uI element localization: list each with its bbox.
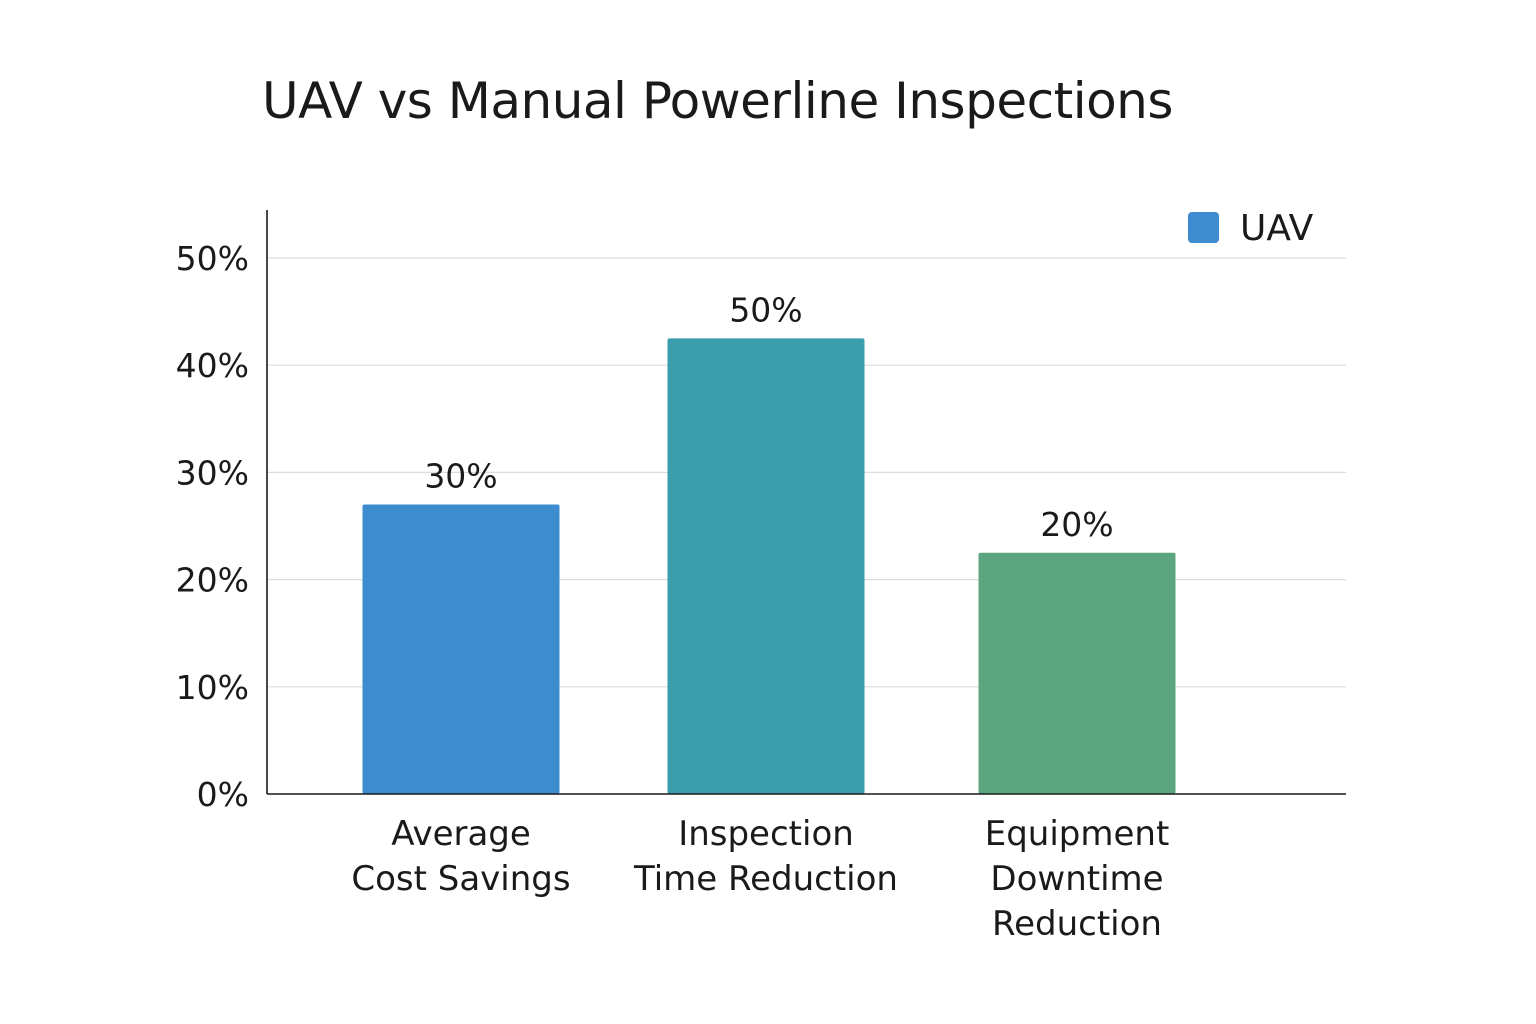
x-tick-label: Average Cost Savings (351, 814, 570, 899)
x-tick-label: Inspection Time Reduction (633, 814, 898, 899)
y-tick-label: 50% (176, 239, 249, 278)
x-tick-label: Equipment Downtime Reduction (985, 814, 1170, 944)
y-tick-label: 40% (176, 346, 249, 385)
y-tick-label: 20% (176, 561, 249, 600)
axes (266, 210, 1346, 795)
data-label: 50% (729, 290, 802, 329)
chart-title: UAV vs Manual Powerline Inspections (262, 72, 1173, 130)
legend: UAV (1188, 208, 1314, 249)
y-tick-label: 30% (176, 453, 249, 492)
labels: 0% 10% 20% 30% 40% 50% 30% 50% 20% Average Cost Sa… (176, 239, 1170, 944)
legend-label: UAV (1240, 208, 1314, 249)
bar (362, 504, 560, 794)
bar (667, 338, 865, 794)
bar (978, 552, 1176, 794)
y-tick-label: 0% (197, 775, 249, 814)
legend-swatch (1188, 212, 1219, 243)
y-tick-label: 10% (176, 668, 249, 707)
data-label: 20% (1040, 505, 1113, 544)
bars (362, 338, 1176, 794)
data-label: 30% (424, 457, 497, 496)
